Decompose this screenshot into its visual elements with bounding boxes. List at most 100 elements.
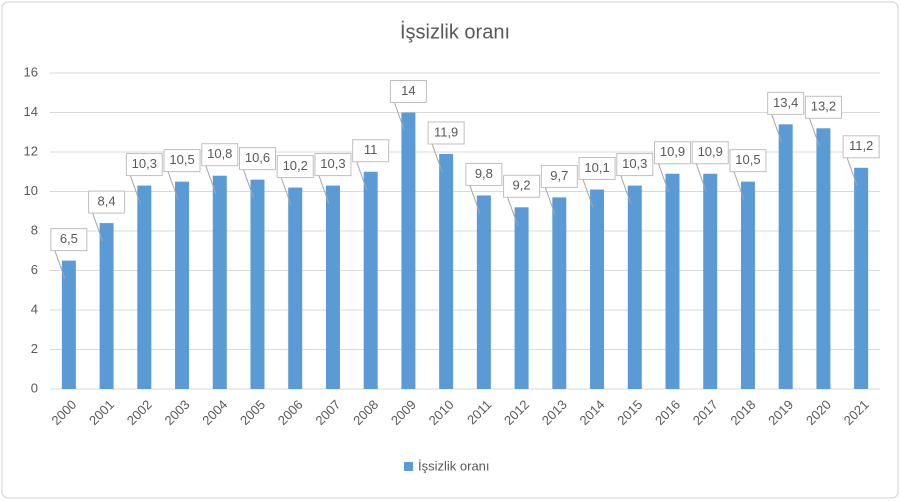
label-leader	[582, 179, 594, 208]
label-leader	[620, 175, 632, 204]
label-leader	[280, 177, 292, 206]
label-box	[465, 162, 503, 186]
label-leader	[129, 175, 141, 204]
label-leader	[393, 102, 405, 131]
data-label: 14	[401, 83, 415, 98]
label-leader	[54, 250, 66, 279]
bar	[137, 185, 152, 389]
legend-label: İşsizlik oranı	[418, 458, 490, 473]
label-box	[314, 153, 352, 177]
label-leader	[243, 169, 254, 198]
label-leader	[733, 171, 745, 200]
data-label: 10,3	[132, 156, 157, 171]
label-box	[389, 80, 427, 103]
label-box	[352, 139, 390, 163]
data-label: 8,4	[98, 194, 116, 209]
bar	[288, 187, 303, 389]
label-box	[125, 153, 163, 177]
data-label: 11	[364, 142, 378, 157]
label-box	[163, 149, 201, 173]
label-leader	[431, 143, 443, 173]
data-label: 10,3	[622, 156, 647, 171]
label-box	[201, 143, 239, 167]
bar	[740, 181, 755, 389]
label-box	[578, 157, 616, 181]
label-leader	[167, 171, 179, 200]
label-leader	[205, 165, 217, 194]
data-label: 13,4	[773, 95, 798, 110]
label-box	[691, 141, 729, 165]
bar	[778, 124, 793, 389]
label-box	[50, 228, 88, 252]
chart-title: İşsizlik oranı	[400, 20, 510, 43]
data-label: 10,1	[584, 160, 609, 175]
bar	[590, 189, 605, 389]
data-label: 10,3	[320, 156, 345, 171]
data-label: 10,9	[660, 144, 685, 159]
data-label: 10,5	[735, 152, 760, 167]
y-tick-label: 8	[31, 222, 38, 237]
y-tick-label: 16	[24, 64, 38, 79]
y-tick-label: 12	[24, 143, 38, 158]
label-box	[239, 147, 276, 171]
label-box	[88, 190, 126, 214]
data-label: 9,2	[513, 178, 531, 193]
label-leader	[469, 185, 481, 214]
bar	[703, 173, 718, 389]
bar	[854, 167, 869, 389]
bar	[212, 175, 227, 389]
bar	[99, 223, 114, 389]
label-leader	[771, 114, 783, 143]
data-label: 9,7	[550, 168, 568, 183]
label-leader	[318, 175, 330, 204]
label-leader	[544, 187, 556, 216]
data-label: 10,9	[698, 144, 723, 159]
bar	[363, 171, 378, 389]
data-label: 10,5	[169, 152, 194, 167]
bar	[175, 181, 190, 389]
label-box	[842, 135, 880, 159]
data-label: 11,2	[849, 138, 873, 153]
label-leader	[356, 161, 368, 190]
y-tick-label: 4	[31, 301, 38, 316]
label-box	[654, 141, 691, 165]
bar	[325, 185, 340, 389]
label-box	[767, 91, 805, 115]
y-tick-label: 2	[31, 341, 38, 356]
data-label: 13,2	[811, 99, 836, 114]
label-leader	[695, 163, 707, 192]
bar	[61, 260, 76, 389]
legend-swatch	[404, 462, 413, 471]
label-box	[540, 164, 578, 188]
y-tick-label: 14	[24, 104, 38, 119]
label-box	[729, 149, 767, 173]
bar	[627, 185, 642, 389]
label-leader	[92, 212, 104, 242]
data-label: 6,5	[60, 231, 78, 246]
bar	[401, 112, 416, 389]
bar	[665, 173, 680, 389]
label-leader	[507, 197, 519, 226]
bar	[816, 128, 831, 390]
label-box	[427, 121, 465, 145]
data-label: 9,8	[475, 166, 493, 181]
bar	[250, 179, 265, 389]
label-box	[804, 95, 842, 119]
y-tick-label: 6	[31, 262, 38, 277]
label-box	[616, 153, 654, 177]
label-box	[276, 155, 314, 179]
data-label: 10,2	[283, 158, 308, 173]
data-label: 10,8	[207, 146, 232, 161]
bar	[514, 207, 529, 389]
label-leader	[658, 163, 669, 192]
label-leader	[808, 118, 820, 147]
data-label: 10,6	[245, 150, 270, 165]
label-leader	[846, 157, 858, 186]
bar	[552, 197, 567, 389]
label-box	[503, 174, 541, 198]
data-label: 11,9	[434, 124, 458, 139]
y-tick-label: 10	[24, 183, 38, 198]
bar	[439, 153, 454, 389]
y-tick-label: 0	[31, 380, 38, 395]
